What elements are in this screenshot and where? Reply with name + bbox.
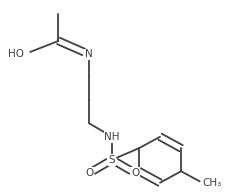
Text: N: N xyxy=(85,49,93,59)
Text: S: S xyxy=(109,155,115,165)
Text: HO: HO xyxy=(8,49,24,59)
Text: O: O xyxy=(131,168,139,178)
Text: NH: NH xyxy=(104,132,120,142)
Text: O: O xyxy=(85,168,93,178)
Text: CH₃: CH₃ xyxy=(202,178,221,188)
